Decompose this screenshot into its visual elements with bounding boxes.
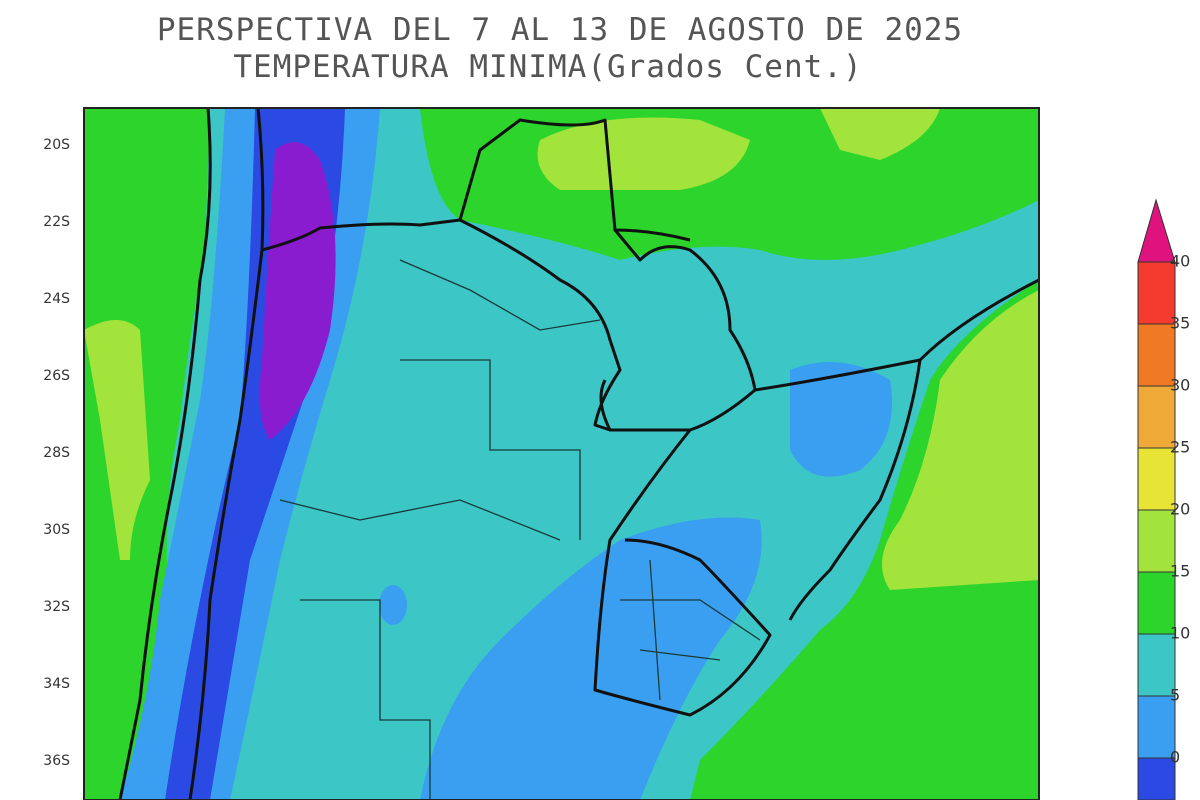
latitude-label: 36S — [43, 753, 70, 769]
latitude-label: 26S — [43, 368, 70, 384]
colorbar — [1137, 198, 1176, 800]
map-title: PERSPECTIVA DEL 7 AL 13 DE AGOSTO DE 202… — [157, 12, 963, 48]
colorbar-label: 25 — [1170, 438, 1190, 457]
map-frame — [83, 107, 1040, 800]
colorbar-label: 15 — [1170, 562, 1190, 581]
colorbar-label: 40 — [1170, 252, 1190, 271]
colorbar-label: 30 — [1170, 376, 1190, 395]
colorbar-label: 20 — [1170, 500, 1190, 519]
colorbar-labels: 40 35 30 25 20 15 10 5 0 — [1170, 252, 1190, 767]
colorbar-label: 0 — [1170, 748, 1180, 767]
latitude-label: 30S — [43, 522, 70, 538]
latitude-label: 28S — [43, 445, 70, 461]
latitude-label: 32S — [43, 599, 70, 615]
latitude-label: 22S — [43, 214, 70, 230]
colorbar-label: 35 — [1170, 314, 1190, 333]
latitude-label: 20S — [43, 137, 70, 153]
colorbar-label: 10 — [1170, 624, 1190, 643]
colorbar-label: 5 — [1170, 686, 1180, 705]
latitude-labels: 20S 22S 24S 26S 28S 30S 32S 34S 36S — [43, 137, 70, 769]
latitude-label: 34S — [43, 676, 70, 692]
temperature-map — [84, 108, 1039, 800]
latitude-label: 24S — [43, 291, 70, 307]
map-subtitle: TEMPERATURA MINIMA(Grados Cent.) — [233, 49, 862, 85]
